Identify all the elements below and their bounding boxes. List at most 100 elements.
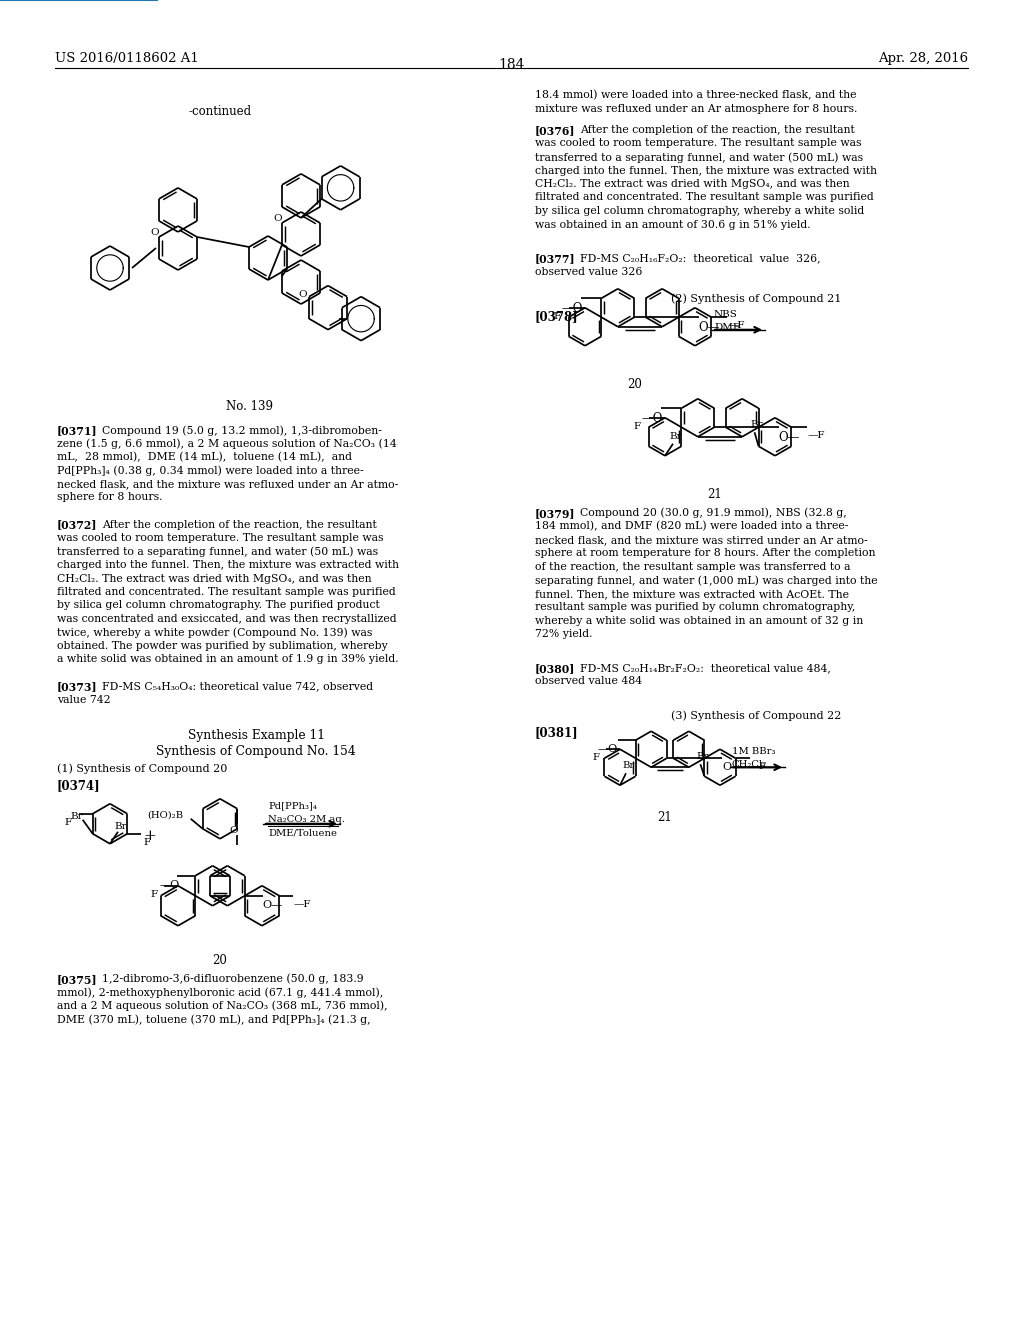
Text: —O: —O bbox=[598, 744, 617, 754]
Text: charged into the funnel. Then, the mixture was extracted with: charged into the funnel. Then, the mixtu… bbox=[57, 560, 399, 570]
Text: Br: Br bbox=[669, 432, 682, 441]
Text: O: O bbox=[229, 826, 238, 834]
Text: (1) Synthesis of Compound 20: (1) Synthesis of Compound 20 bbox=[57, 764, 227, 775]
Text: 20: 20 bbox=[213, 954, 227, 966]
Text: Compound 20 (30.0 g, 91.9 mmol), NBS (32.8 g,: Compound 20 (30.0 g, 91.9 mmol), NBS (32… bbox=[580, 508, 847, 519]
Text: necked flask, and the mixture was refluxed under an Ar atmo-: necked flask, and the mixture was reflux… bbox=[57, 479, 398, 488]
Text: was cooled to room temperature. The resultant sample was: was cooled to room temperature. The resu… bbox=[57, 533, 384, 543]
Text: Pd[PPh₃]₄: Pd[PPh₃]₄ bbox=[268, 801, 316, 810]
Text: Synthesis of Compound No. 154: Synthesis of Compound No. 154 bbox=[156, 744, 356, 758]
Text: observed value 484: observed value 484 bbox=[535, 676, 642, 686]
Text: O: O bbox=[299, 290, 307, 300]
Text: O—: O— bbox=[723, 762, 742, 772]
Text: Na₂CO₃ 2M aq.: Na₂CO₃ 2M aq. bbox=[268, 814, 345, 824]
Text: by silica gel column chromatography. The purified product: by silica gel column chromatography. The… bbox=[57, 601, 380, 610]
Text: —F: —F bbox=[727, 321, 744, 330]
Text: Apr. 28, 2016: Apr. 28, 2016 bbox=[878, 51, 968, 65]
Text: 184: 184 bbox=[499, 58, 525, 73]
Text: [0374]: [0374] bbox=[57, 779, 100, 792]
Text: O: O bbox=[273, 214, 283, 223]
Text: was concentrated and exsiccated, and was then recrystallized: was concentrated and exsiccated, and was… bbox=[57, 614, 396, 624]
Text: zene (1.5 g, 6.6 mmol), a 2 M aqueous solution of Na₂CO₃ (14: zene (1.5 g, 6.6 mmol), a 2 M aqueous so… bbox=[57, 438, 396, 449]
Text: obtained. The powder was purified by sublimation, whereby: obtained. The powder was purified by sub… bbox=[57, 642, 388, 651]
Text: [0379]: [0379] bbox=[535, 508, 575, 519]
Text: O—: O— bbox=[778, 432, 800, 445]
Text: [0371]: [0371] bbox=[57, 425, 97, 436]
Text: [0375]: [0375] bbox=[57, 974, 97, 985]
Text: [0372]: [0372] bbox=[57, 520, 97, 531]
Text: 72% yield.: 72% yield. bbox=[535, 630, 593, 639]
Text: [0376]: [0376] bbox=[535, 125, 575, 136]
Text: transferred to a separating funnel, and water (50 mL) was: transferred to a separating funnel, and … bbox=[57, 546, 378, 557]
Text: F: F bbox=[150, 890, 157, 899]
Text: charged into the funnel. Then, the mixture was extracted with: charged into the funnel. Then, the mixtu… bbox=[535, 165, 877, 176]
Text: Compound 19 (5.0 g, 13.2 mmol), 1,3-dibromoben-: Compound 19 (5.0 g, 13.2 mmol), 1,3-dibr… bbox=[102, 425, 382, 436]
Text: O: O bbox=[151, 228, 160, 238]
Text: F: F bbox=[553, 312, 560, 321]
Text: a white solid was obtained in an amount of 1.9 g in 39% yield.: a white solid was obtained in an amount … bbox=[57, 655, 398, 664]
Text: (HO)₂B: (HO)₂B bbox=[147, 810, 183, 820]
Text: and a 2 M aqueous solution of Na₂CO₃ (368 mL, 736 mmol),: and a 2 M aqueous solution of Na₂CO₃ (36… bbox=[57, 1001, 388, 1011]
Text: F: F bbox=[143, 838, 151, 846]
Text: sphere at room temperature for 8 hours. After the completion: sphere at room temperature for 8 hours. … bbox=[535, 548, 876, 558]
Text: mixture was refluxed under an Ar atmosphere for 8 hours.: mixture was refluxed under an Ar atmosph… bbox=[535, 103, 857, 114]
Text: sphere for 8 hours.: sphere for 8 hours. bbox=[57, 492, 163, 503]
Text: twice, whereby a white powder (Compound No. 139) was: twice, whereby a white powder (Compound … bbox=[57, 627, 373, 638]
Text: —F: —F bbox=[293, 900, 311, 908]
Text: mL,  28 mmol),  DME (14 mL),  toluene (14 mL),  and: mL, 28 mmol), DME (14 mL), toluene (14 m… bbox=[57, 451, 352, 462]
Text: [0377]: [0377] bbox=[535, 253, 575, 264]
Text: observed value 326: observed value 326 bbox=[535, 267, 642, 277]
Text: [0380]: [0380] bbox=[535, 663, 575, 675]
Text: 18.4 mmol) were loaded into a three-necked flask, and the: 18.4 mmol) were loaded into a three-neck… bbox=[535, 90, 856, 100]
Text: Br: Br bbox=[751, 420, 763, 429]
Text: 184 mmol), and DMF (820 mL) were loaded into a three-: 184 mmol), and DMF (820 mL) were loaded … bbox=[535, 521, 848, 532]
Text: 1,2-dibromo-3,6-difluorobenzene (50.0 g, 183.9: 1,2-dibromo-3,6-difluorobenzene (50.0 g,… bbox=[102, 974, 364, 985]
Text: US 2016/0118602 A1: US 2016/0118602 A1 bbox=[55, 51, 199, 65]
Text: FD-MS C₂₀H₁₄Br₂F₂O₂:  theoretical value 484,: FD-MS C₂₀H₁₄Br₂F₂O₂: theoretical value 4… bbox=[580, 663, 830, 673]
Text: value 742: value 742 bbox=[57, 696, 111, 705]
Text: DME/Toluene: DME/Toluene bbox=[268, 829, 337, 838]
Text: CH₂Cl₂: CH₂Cl₂ bbox=[732, 760, 767, 770]
Text: FD-MS C₂₀H₁₆F₂O₂:  theoretical  value  326,: FD-MS C₂₀H₁₆F₂O₂: theoretical value 326, bbox=[580, 253, 820, 263]
Text: was cooled to room temperature. The resultant sample was: was cooled to room temperature. The resu… bbox=[535, 139, 861, 149]
Text: [0378]: [0378] bbox=[535, 310, 579, 323]
Text: by silica gel column chromatography, whereby a white solid: by silica gel column chromatography, whe… bbox=[535, 206, 864, 216]
Text: Pd[PPh₃]₄ (0.38 g, 0.34 mmol) were loaded into a three-: Pd[PPh₃]₄ (0.38 g, 0.34 mmol) were loade… bbox=[57, 466, 364, 477]
Text: 1M BBr₃: 1M BBr₃ bbox=[732, 747, 775, 756]
Text: necked flask, and the mixture was stirred under an Ar atmo-: necked flask, and the mixture was stirre… bbox=[535, 535, 867, 545]
Text: Synthesis Example 11: Synthesis Example 11 bbox=[187, 729, 325, 742]
Text: Br: Br bbox=[114, 822, 127, 830]
Text: 21: 21 bbox=[708, 488, 722, 500]
Text: O—: O— bbox=[698, 321, 720, 334]
Text: Br: Br bbox=[696, 752, 709, 762]
Text: Br: Br bbox=[622, 762, 634, 771]
Text: Br: Br bbox=[71, 812, 83, 821]
Text: whereby a white solid was obtained in an amount of 32 g in: whereby a white solid was obtained in an… bbox=[535, 615, 863, 626]
Text: —F: —F bbox=[808, 432, 825, 441]
Text: DME (370 mL), toluene (370 mL), and Pd[PPh₃]₄ (21.3 g,: DME (370 mL), toluene (370 mL), and Pd[P… bbox=[57, 1014, 371, 1024]
Text: No. 139: No. 139 bbox=[226, 400, 273, 413]
Text: filtrated and concentrated. The resultant sample was purified: filtrated and concentrated. The resultan… bbox=[535, 193, 873, 202]
Text: DMF: DMF bbox=[714, 323, 740, 331]
Text: After the completion of the reaction, the resultant: After the completion of the reaction, th… bbox=[580, 125, 855, 135]
Text: F: F bbox=[633, 422, 640, 430]
Text: (2) Synthesis of Compound 21: (2) Synthesis of Compound 21 bbox=[671, 294, 841, 305]
Text: —O: —O bbox=[561, 302, 583, 315]
Text: resultant sample was purified by column chromatography,: resultant sample was purified by column … bbox=[535, 602, 855, 612]
Text: O—: O— bbox=[263, 900, 283, 909]
Text: separating funnel, and water (1,000 mL) was charged into the: separating funnel, and water (1,000 mL) … bbox=[535, 576, 878, 586]
Text: [0373]: [0373] bbox=[57, 681, 97, 693]
Text: 21: 21 bbox=[657, 812, 673, 824]
Text: transferred to a separating funnel, and water (500 mL) was: transferred to a separating funnel, and … bbox=[535, 152, 863, 162]
Text: 20: 20 bbox=[628, 378, 642, 391]
Text: (3) Synthesis of Compound 22: (3) Synthesis of Compound 22 bbox=[671, 710, 841, 721]
Text: F: F bbox=[65, 818, 72, 826]
Text: CH₂Cl₂. The extract was dried with MgSO₄, and was then: CH₂Cl₂. The extract was dried with MgSO₄… bbox=[57, 573, 372, 583]
Text: -continued: -continued bbox=[188, 106, 252, 117]
Text: NBS: NBS bbox=[714, 310, 738, 318]
Text: mmol), 2-methoxyphenylboronic acid (67.1 g, 441.4 mmol),: mmol), 2-methoxyphenylboronic acid (67.1… bbox=[57, 987, 383, 998]
Text: —O: —O bbox=[160, 879, 179, 890]
Text: F: F bbox=[592, 754, 599, 762]
Text: FD-MS C₅₄H₃₀O₄: theoretical value 742, observed: FD-MS C₅₄H₃₀O₄: theoretical value 742, o… bbox=[102, 681, 373, 692]
Text: [0381]: [0381] bbox=[535, 726, 579, 739]
